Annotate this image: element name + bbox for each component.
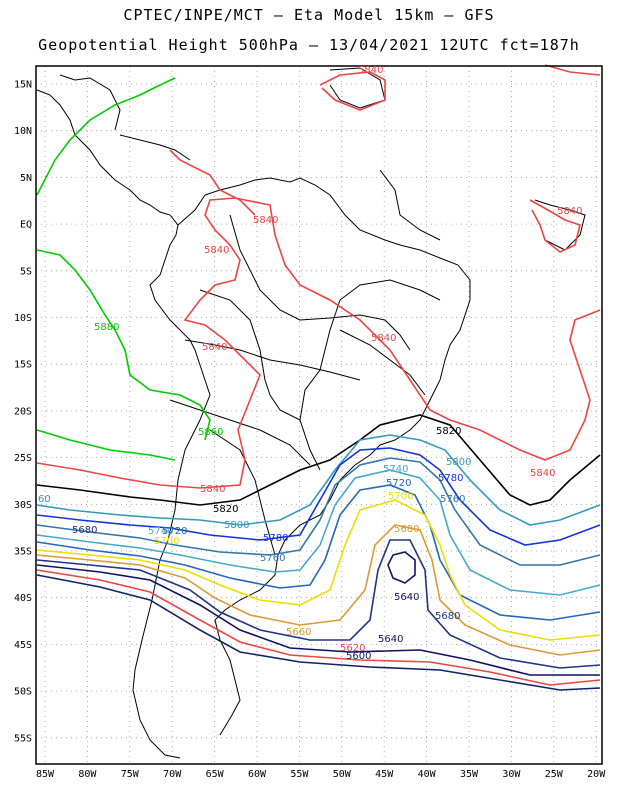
label-5780-east: 5780 (438, 473, 463, 484)
lat-tick-label: 50S (14, 687, 32, 698)
lon-tick-label: 75W (121, 769, 140, 780)
lat-tick-label: 5S (20, 266, 32, 277)
label-5680-low: 5680 (394, 524, 419, 535)
label-5700-west: 5700 (154, 536, 179, 547)
contour-5780 (36, 447, 601, 546)
contour-5840-north (169, 149, 256, 216)
latitude-axis: 15N 10N 5N EQ 5S 10S 15S 20S 25S 30S 35S 40S 45S 50S 5… (14, 80, 32, 745)
contour-5700 (36, 499, 601, 641)
lat-tick-label: 15N (14, 80, 32, 91)
lat-tick-label: 20S (14, 406, 32, 417)
lat-tick-label: 35S (14, 547, 32, 558)
lat-tick-label: 55S (14, 733, 32, 744)
label-5820-west: 5820 (213, 504, 238, 515)
lat-tick-label: 45S (14, 640, 32, 651)
label-5820-east: 5820 (436, 426, 461, 437)
lon-tick-label: 60W (248, 769, 267, 780)
lon-tick-label: 65W (206, 769, 225, 780)
contour-lines (36, 64, 601, 691)
contour-5840-top (319, 71, 386, 111)
contour-5860 (36, 249, 211, 441)
contour-5620 (36, 569, 601, 686)
label-5720-east: 5720 (386, 478, 411, 489)
map-frame (35, 65, 603, 765)
lat-tick-label: EQ (20, 220, 32, 231)
lon-tick-label: 45W (375, 769, 394, 780)
contour-5840-main (36, 197, 601, 489)
label-5600: 5600 (346, 651, 371, 662)
lon-tick-label: 80W (78, 769, 97, 780)
contour-5660 (36, 539, 601, 669)
contour-5760 (36, 457, 601, 566)
label-5840-top: 5840 (358, 65, 383, 76)
label-5720-west: 5720 (162, 526, 187, 537)
lat-tick-label: 5N (20, 173, 32, 184)
lat-tick-label: 25S (14, 453, 32, 464)
label-5660: 5660 (286, 627, 311, 638)
longitude-axis: 85W 80W 75W 70W 65W 60W 55W 50W 45W 40W 35W 30W 25W 2… (36, 769, 606, 780)
label-5880: 5880 (94, 322, 119, 333)
contour-5860b (36, 429, 176, 461)
label-60-edge: 60 (38, 494, 51, 505)
label-5740-west: 5740 (148, 526, 173, 537)
contour-5820 (36, 414, 601, 506)
label-5840-argentina: 5840 (200, 484, 225, 495)
label-5640-center: 5640 (394, 592, 419, 603)
label-5740-east: 5740 (383, 464, 408, 475)
label-5840-brazil: 5840 (371, 333, 396, 344)
lon-tick-label: 70W (163, 769, 182, 780)
map-title-line2: Geopotential Height 500hPa – 13/04/2021 … (38, 36, 580, 54)
label-5620: 5620 (340, 643, 365, 654)
lon-tick-label: 35W (460, 769, 479, 780)
contour-5600 (36, 574, 601, 691)
coastline-and-borders (36, 67, 586, 759)
label-5840-amazon: 5840 (253, 215, 278, 226)
contour-5720 (36, 484, 601, 621)
label-5840-atlantic: 5840 (530, 468, 555, 479)
label-5760-west: 5760 (260, 553, 285, 564)
lon-tick-label: 85W (36, 769, 55, 780)
label-5760-east: 5760 (440, 494, 465, 505)
contour-5840-islands (529, 199, 581, 253)
contour-5740 (36, 469, 601, 596)
lat-tick-label: 30S (14, 500, 32, 511)
lon-tick-label: 30W (502, 769, 521, 780)
lon-tick-label: 25W (545, 769, 564, 780)
label-5840-islands: 5840 (557, 206, 582, 217)
label-5640-south: 5640 (378, 634, 403, 645)
map-title-line1: CPTEC/INPE/MCT – Eta Model 15km – GFS (123, 6, 495, 24)
lon-tick-label: 40W (418, 769, 437, 780)
lat-tick-label: 10S (14, 313, 32, 324)
contour-5800 (36, 434, 601, 526)
label-5680-east: 5680 (435, 611, 460, 622)
graticule (36, 66, 602, 764)
label-5680-west: 5680 (72, 525, 97, 536)
label-5780-west: 5780 (263, 533, 288, 544)
lon-tick-label: 20W (587, 769, 606, 780)
lon-tick-label: 50W (333, 769, 352, 780)
lat-tick-label: 15S (14, 360, 32, 371)
contour-5640 (36, 564, 600, 676)
lon-tick-label: 55W (290, 769, 309, 780)
contour-5680 (36, 524, 601, 656)
label-5800-west: 5800 (224, 520, 249, 531)
contour-labels: 5840 5840 5840 5840 5840 5840 5840 5840 … (38, 65, 582, 662)
contour-5840-right (544, 64, 601, 76)
label-5800-east: 5800 (446, 457, 471, 468)
label-5840-bolivia: 5840 (202, 342, 227, 353)
contour-5640-low (387, 551, 416, 584)
label-5700-east: 5700 (388, 491, 413, 502)
label-5840-west: 5840 (204, 245, 229, 256)
label-5860: 5860 (198, 427, 223, 438)
lat-tick-label: 40S (14, 593, 32, 604)
lat-tick-label: 10N (14, 126, 32, 137)
contour-5880 (36, 77, 176, 196)
